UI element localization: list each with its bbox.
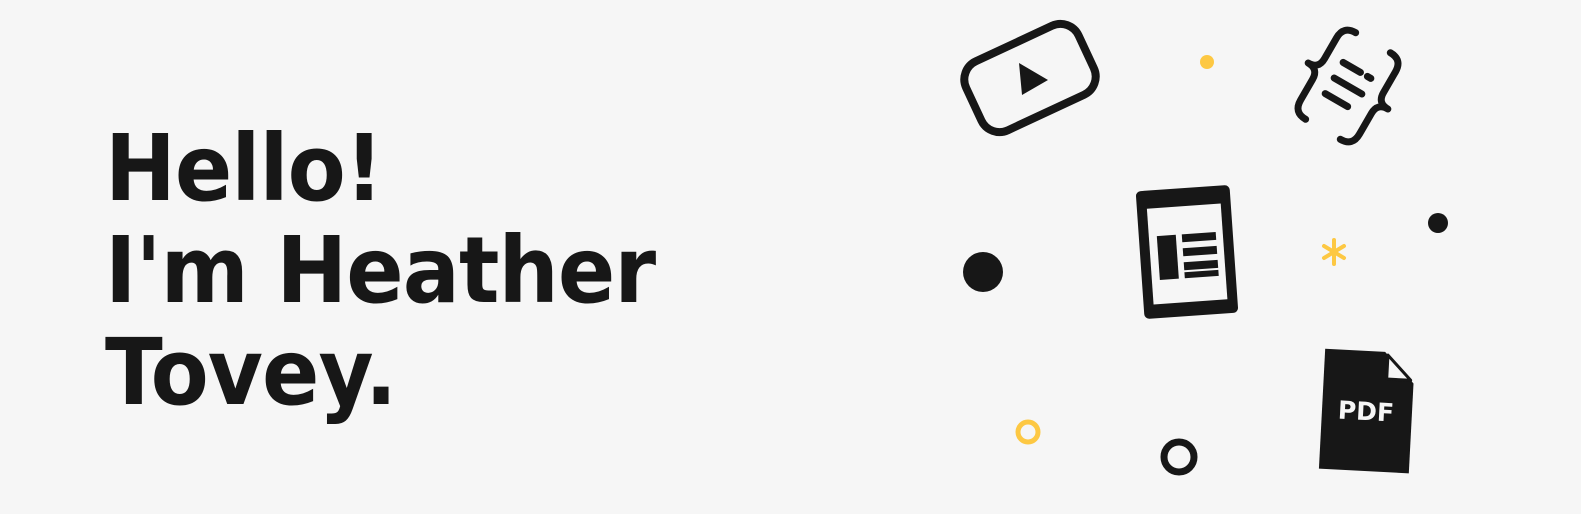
code-braces-icon [1294,26,1402,146]
black-dot-small [1428,213,1448,233]
pdf-file-icon: PDF [1318,348,1414,474]
black-ring [1160,438,1198,476]
hero-heading-line-3: Tovey. [105,319,397,426]
yellow-dot-small [1200,55,1214,69]
video-play-icon [960,19,1100,137]
yellow-ring [1015,419,1041,445]
hero-heading-line-1: Hello! [105,115,383,222]
hero-heading-line-2: I'm Heather [105,217,656,324]
article-document-icon [1135,185,1239,319]
hero-heading: Hello! I'm Heather Tovey. [105,118,703,424]
pdf-label: PDF [1337,396,1395,428]
black-dot-large [963,252,1003,292]
yellow-asterisk-icon [1322,238,1346,266]
